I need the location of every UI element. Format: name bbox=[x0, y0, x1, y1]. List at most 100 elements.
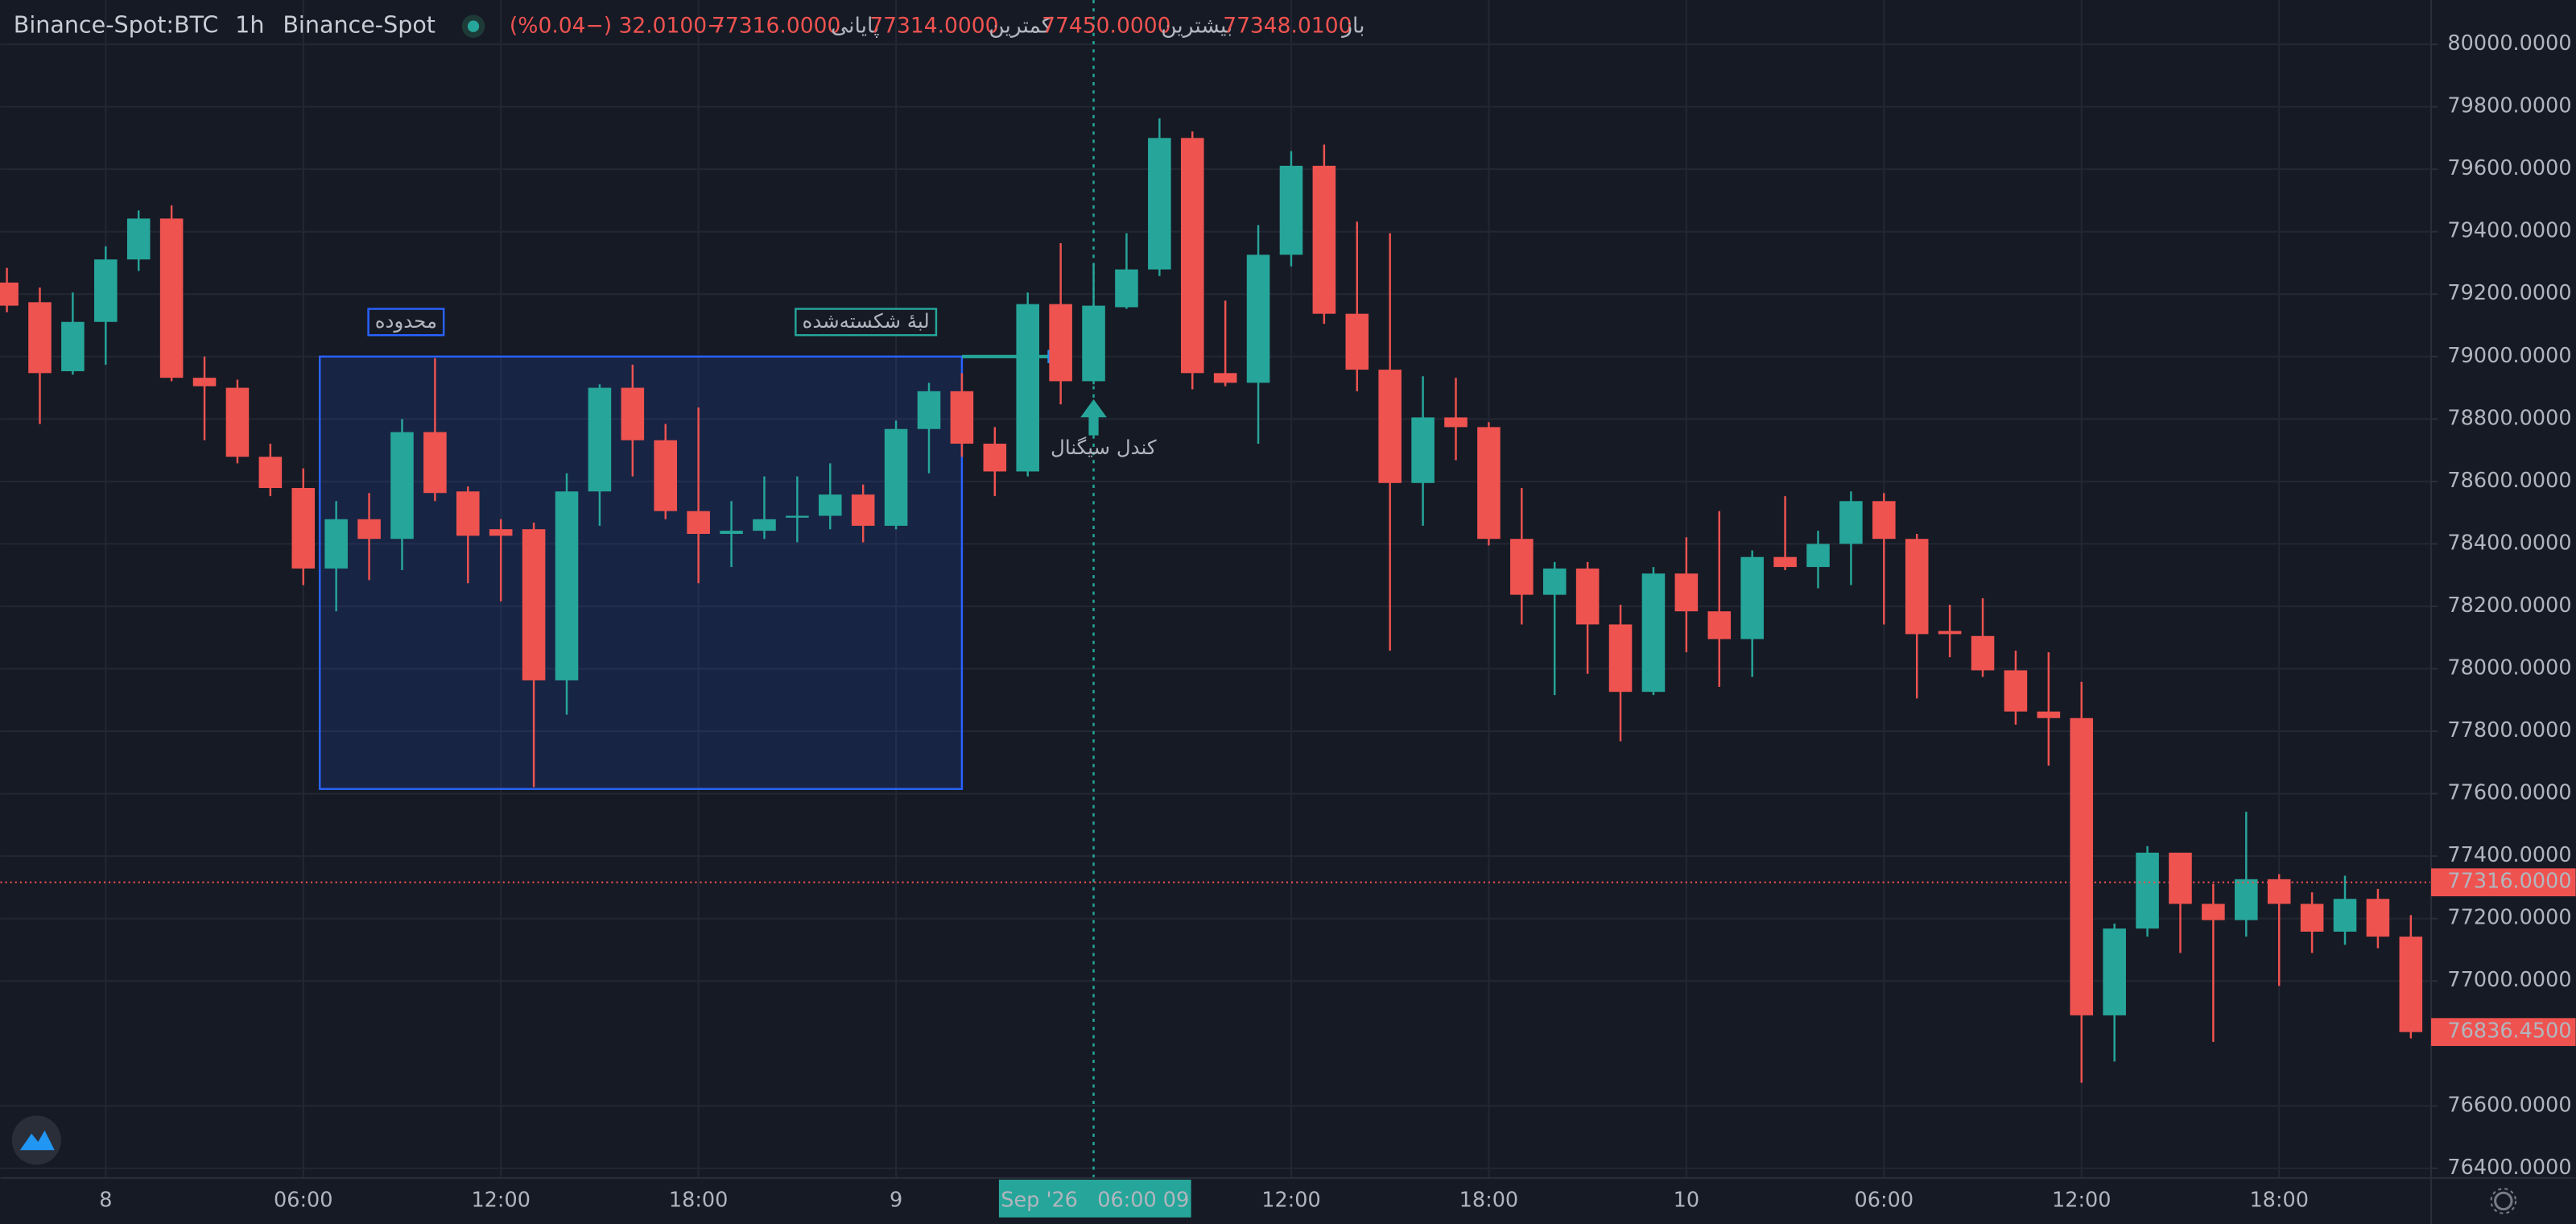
candle-body bbox=[1312, 165, 1336, 314]
drawings bbox=[318, 349, 1058, 790]
candle-body bbox=[2267, 879, 2291, 904]
logo-icon[interactable] bbox=[19, 1130, 55, 1151]
price-tag-label: 77316.0000 bbox=[2447, 870, 2571, 894]
legend-change: −32.0100 (−0.04%) bbox=[510, 13, 724, 38]
symbol[interactable]: Binance-Spot:BTC bbox=[14, 11, 219, 39]
candle-body bbox=[456, 491, 480, 536]
candle-body bbox=[1773, 556, 1797, 568]
y-tick-label: 78200.0000 bbox=[2447, 593, 2571, 618]
candle-body bbox=[2399, 937, 2423, 1032]
y-tick-label: 79800.0000 bbox=[2447, 94, 2571, 118]
candle-body bbox=[1213, 373, 1237, 383]
x-tick-label: 18:00 bbox=[2249, 1188, 2309, 1212]
candle-body bbox=[159, 218, 184, 378]
price-tag bbox=[2431, 868, 2576, 897]
candle-body bbox=[1707, 611, 1732, 639]
signal-arrow bbox=[1080, 399, 1107, 436]
candle-body bbox=[917, 391, 941, 429]
candle-body bbox=[1444, 417, 1468, 428]
candle-body bbox=[1115, 269, 1138, 308]
crosshair-label-box bbox=[998, 1179, 1191, 1218]
candle-body bbox=[753, 519, 776, 531]
candle-body bbox=[357, 519, 381, 540]
candles bbox=[0, 118, 2423, 1083]
candle-body bbox=[192, 378, 217, 387]
candle-body bbox=[2004, 670, 2028, 712]
candle-body bbox=[94, 259, 118, 322]
axes: 80000.0000 79800.0000 79600.0000 79400.0000… bbox=[99, 31, 2576, 1218]
candle-body bbox=[1378, 370, 1402, 483]
candle-body bbox=[225, 387, 250, 457]
legend-label: پایانی bbox=[831, 13, 879, 38]
candle-body bbox=[2136, 852, 2159, 929]
y-tick-label: 79400.0000 bbox=[2447, 219, 2571, 243]
candle-body bbox=[324, 519, 348, 569]
candle-body bbox=[2103, 928, 2126, 1015]
candle-body bbox=[1279, 165, 1303, 255]
candle-body bbox=[1345, 313, 1369, 370]
x-tick-label: 12:00 bbox=[2052, 1188, 2112, 1212]
y-tick-label: 78400.0000 bbox=[2447, 531, 2571, 555]
candle-body bbox=[1938, 631, 1962, 635]
y-tick-label: 78800.0000 bbox=[2447, 406, 2571, 430]
candle-body bbox=[1082, 305, 1105, 382]
overlay: محدوده لبهٔ شکسته‌شده کندل سیگنال bbox=[0, 0, 2432, 1178]
range-label-box bbox=[367, 308, 445, 337]
candle-body bbox=[291, 488, 316, 569]
y-tick-label: 77000.0000 bbox=[2447, 968, 2571, 992]
legend-value: 77314.0000 bbox=[869, 13, 998, 38]
gear[interactable] bbox=[2494, 1191, 2513, 1211]
signal-label: کندل سیگنال bbox=[1051, 436, 1157, 459]
candle-body bbox=[2333, 899, 2357, 932]
y-tick-label: 78600.0000 bbox=[2447, 469, 2571, 493]
edge-label-box bbox=[795, 308, 938, 337]
candle-body bbox=[1641, 573, 1666, 693]
candle-body bbox=[1411, 417, 1435, 483]
ohlc-legend: باز77348.0100بیشترین77450.0000کمترین7731… bbox=[510, 13, 1365, 38]
crosshair-label: Sep '26 06:00 09 bbox=[1001, 1188, 1189, 1212]
candle-body bbox=[1049, 304, 1072, 382]
candle-body bbox=[1608, 624, 1633, 693]
candle-body bbox=[1740, 556, 1764, 639]
logo[interactable] bbox=[11, 1115, 61, 1165]
candle-body bbox=[818, 494, 842, 516]
candle-body bbox=[1839, 501, 1863, 544]
price-tag-label: 76836.4500 bbox=[2447, 1019, 2571, 1044]
y-tick-label: 79600.0000 bbox=[2447, 156, 2571, 180]
candle-body bbox=[489, 529, 513, 536]
interval[interactable]: 1h bbox=[235, 11, 264, 39]
candle-body bbox=[28, 302, 52, 374]
x-tick-label: 06:00 bbox=[1855, 1188, 1914, 1212]
exchange[interactable]: Binance-Spot bbox=[283, 11, 436, 39]
y-tick-label: 77800.0000 bbox=[2447, 718, 2571, 742]
candle-body bbox=[0, 282, 19, 306]
x-tick-label: 9 bbox=[890, 1188, 902, 1212]
edge-label: لبهٔ شکسته‌شده bbox=[803, 309, 930, 333]
candle-body bbox=[1180, 138, 1204, 374]
status-dot bbox=[467, 20, 480, 32]
candle-body bbox=[1148, 138, 1171, 270]
gear-teeth[interactable] bbox=[2490, 1188, 2517, 1214]
candle-body bbox=[950, 391, 974, 444]
candle-body bbox=[1542, 569, 1567, 595]
candle-body bbox=[423, 432, 447, 494]
candle-body bbox=[786, 515, 809, 518]
y-tick-label: 79000.0000 bbox=[2447, 344, 2571, 368]
candle-body bbox=[522, 529, 546, 680]
candle-body bbox=[2037, 711, 2061, 718]
y-tick-label: 77600.0000 bbox=[2447, 781, 2571, 805]
candle-body bbox=[588, 387, 612, 492]
legend-label: بیشترین bbox=[1161, 13, 1232, 38]
settings-icon[interactable] bbox=[2490, 1188, 2517, 1214]
candle-body bbox=[851, 494, 875, 526]
candle-body bbox=[1477, 427, 1501, 540]
candle-body bbox=[258, 457, 283, 489]
candle-body bbox=[1575, 569, 1600, 625]
y-tick-label: 78000.0000 bbox=[2447, 655, 2571, 680]
price-tag bbox=[2431, 1018, 2576, 1046]
candle-body bbox=[2070, 717, 2094, 1015]
header: Binance-Spot:BTC 1h Binance-Spot باز7734… bbox=[14, 11, 1365, 39]
legend-label: کمترین bbox=[989, 13, 1052, 38]
candle-body bbox=[687, 511, 710, 535]
